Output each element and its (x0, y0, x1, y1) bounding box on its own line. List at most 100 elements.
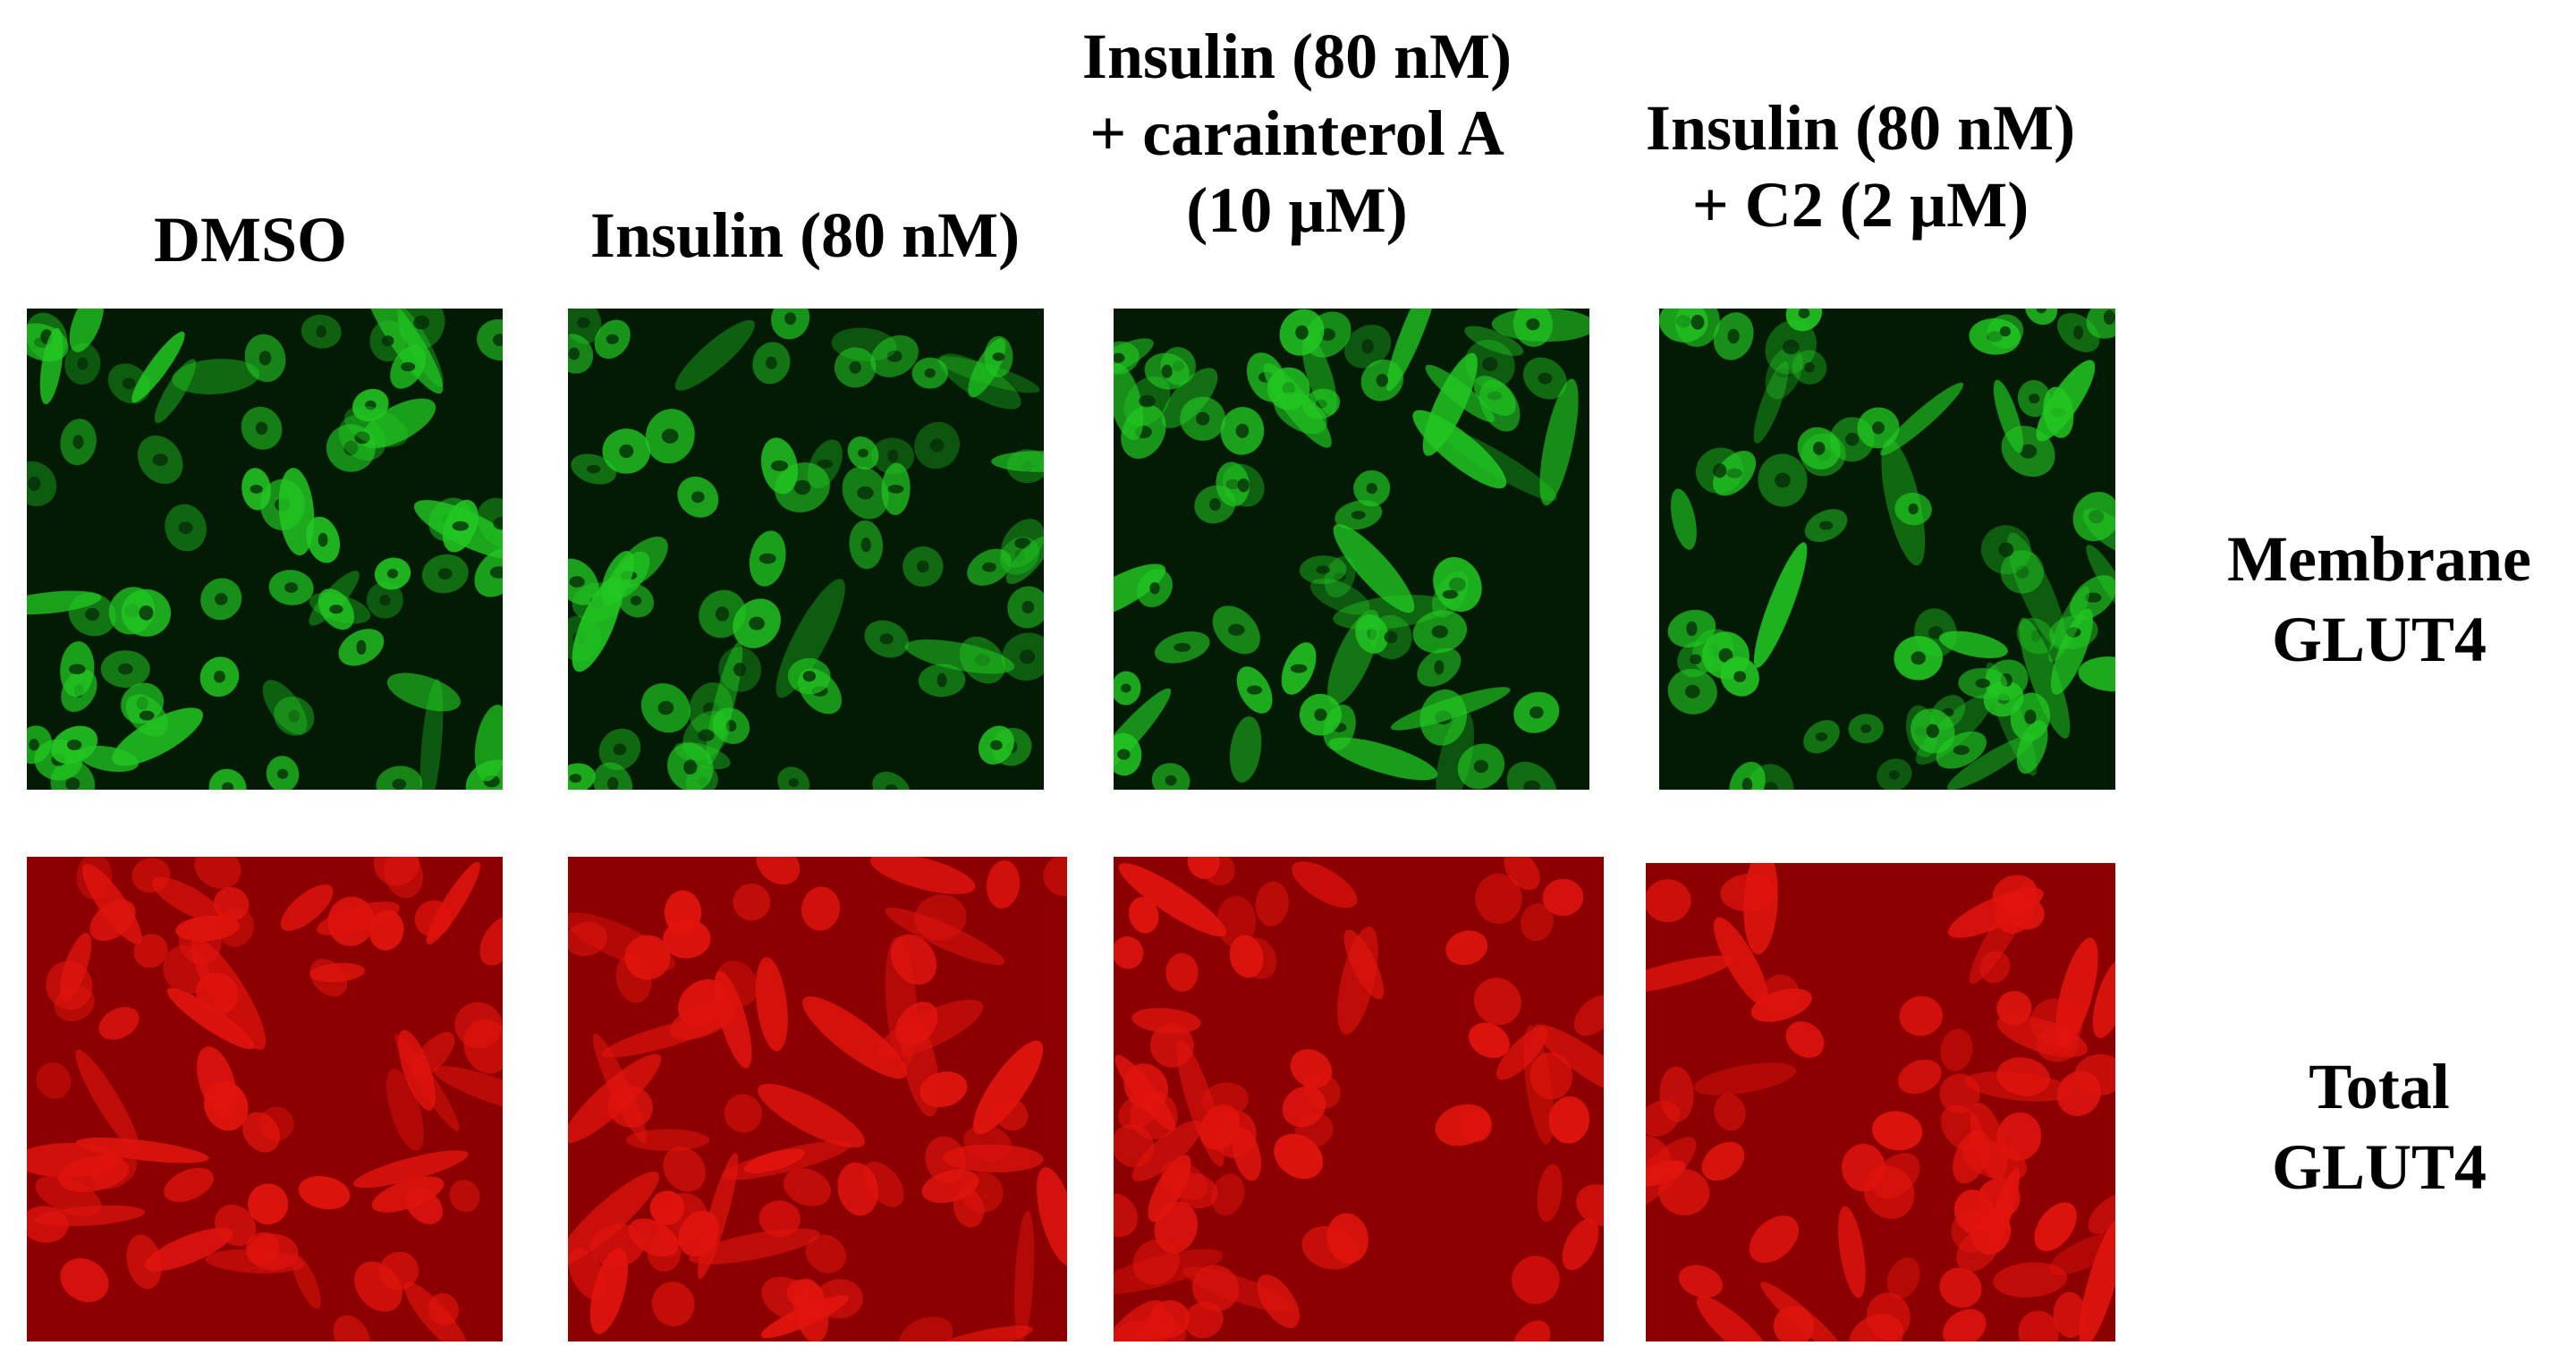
cell-blob (1785, 1021, 1825, 1058)
cell-blob (204, 1080, 249, 1131)
cell-nucleus (2036, 309, 2046, 314)
cell-nucleus (568, 347, 580, 360)
cell-nucleus (1121, 683, 1131, 693)
cell-blob (655, 1192, 708, 1246)
cell-blob (2074, 1054, 2115, 1096)
cell-blob (1436, 711, 1474, 790)
cell-blob (75, 1049, 140, 1152)
cell-nucleus (493, 334, 503, 346)
cell-nucleus (1316, 565, 1330, 574)
cell-nucleus (1845, 432, 1860, 446)
cell-nucleus (1686, 621, 1698, 637)
cell-blob (1333, 523, 1415, 614)
cell-nucleus (784, 312, 796, 326)
cell-blob (589, 1223, 645, 1267)
cell-nucleus (1819, 520, 1834, 530)
cell-nucleus (749, 616, 765, 630)
cell-blob (1301, 335, 1337, 415)
cell-blob (69, 309, 105, 352)
cell-nucleus (1351, 511, 1366, 520)
cell-blob (663, 1147, 706, 1192)
cell-nucleus (438, 568, 453, 580)
cell-blob (82, 863, 142, 944)
cell-nucleus (2029, 394, 2040, 404)
cell-nucleus (69, 664, 86, 674)
cell-blob (1646, 955, 1734, 994)
cell-blob (1114, 1123, 1155, 1168)
cell-blob (1938, 630, 2008, 658)
cell-nucleus (1366, 483, 1377, 495)
cell-blob (454, 1002, 503, 1049)
cell-blob (831, 327, 897, 361)
cell-blob (1282, 1086, 1326, 1128)
cell-nucleus (288, 709, 301, 723)
cell-blob (1713, 917, 1768, 1006)
cell-nucleus (29, 739, 39, 751)
cell-blob (1696, 1296, 1775, 1341)
cell-blob (756, 857, 801, 885)
cell-nucleus (917, 560, 929, 573)
cell-nucleus (929, 438, 945, 453)
cell-blob (1513, 1320, 1551, 1341)
cell-nucleus (381, 335, 394, 347)
cell-nucleus (2024, 709, 2037, 724)
cell-blob (1743, 863, 1778, 955)
cell-blob (27, 1206, 69, 1243)
cell-blob (1542, 878, 1584, 917)
cell-nucleus (858, 448, 869, 458)
cell-nucleus (139, 605, 154, 621)
cell-nucleus (1019, 649, 1036, 664)
cell-blob (1521, 903, 1554, 942)
cell-blob (1263, 363, 1332, 448)
cell-blob (1301, 1225, 1359, 1270)
cell-blob (1760, 1282, 1844, 1341)
cell-nucleus (857, 486, 874, 500)
cell-blob (784, 1168, 831, 1206)
cell-nucleus (28, 477, 41, 491)
cell-blob (1562, 1218, 1599, 1271)
cell-blob (805, 1234, 846, 1274)
cell-blob (35, 1175, 102, 1217)
cell-blob (1412, 410, 1507, 489)
cell-nucleus (1227, 623, 1245, 636)
cell-nucleus (886, 350, 902, 362)
cell-nucleus (793, 479, 811, 495)
cell-nucleus (1860, 724, 1872, 733)
cell-nucleus (1530, 706, 1544, 719)
cell-blob (1131, 1120, 1203, 1182)
cell-nucleus (887, 449, 899, 462)
cell-nucleus (2015, 565, 2029, 579)
cell-nucleus (990, 740, 1003, 750)
cell-blob (1191, 1265, 1240, 1312)
cell-nucleus (1149, 582, 1160, 595)
cell-blob (1014, 1210, 1035, 1341)
cell-nucleus (2103, 309, 2115, 325)
cell-blob (1897, 1059, 1942, 1095)
cell-blob (1993, 1262, 2068, 1298)
cell-nucleus (356, 639, 367, 655)
cell-nucleus (139, 710, 155, 721)
cell-nucleus (1726, 468, 1742, 478)
cell-nucleus (258, 351, 272, 366)
cell-blob (215, 1205, 257, 1247)
micrograph-total-glut4-insulin-carainterol-a (1114, 857, 1604, 1341)
cell-nucleus (1314, 708, 1327, 722)
cell-blob (46, 961, 93, 1011)
cell-nucleus (1908, 503, 1919, 515)
cell-nucleus (1798, 309, 1810, 318)
cell-blob (1693, 1062, 1797, 1096)
cell-blob (479, 916, 503, 966)
cell-nucleus (1911, 651, 1926, 665)
cell-nucleus (72, 435, 84, 449)
cell-blob (1940, 1028, 1973, 1071)
cell-blob (1131, 1007, 1201, 1034)
cell-blob (428, 1292, 460, 1326)
cell-nucleus (77, 357, 89, 370)
cell-blob (1701, 1141, 1745, 1181)
cell-blob (568, 921, 608, 957)
cell-blob (1993, 379, 2023, 453)
cell-nucleus (1442, 589, 1458, 599)
cell-nucleus (613, 743, 627, 756)
cell-blob (899, 1316, 953, 1341)
cell-nucleus (215, 593, 228, 605)
